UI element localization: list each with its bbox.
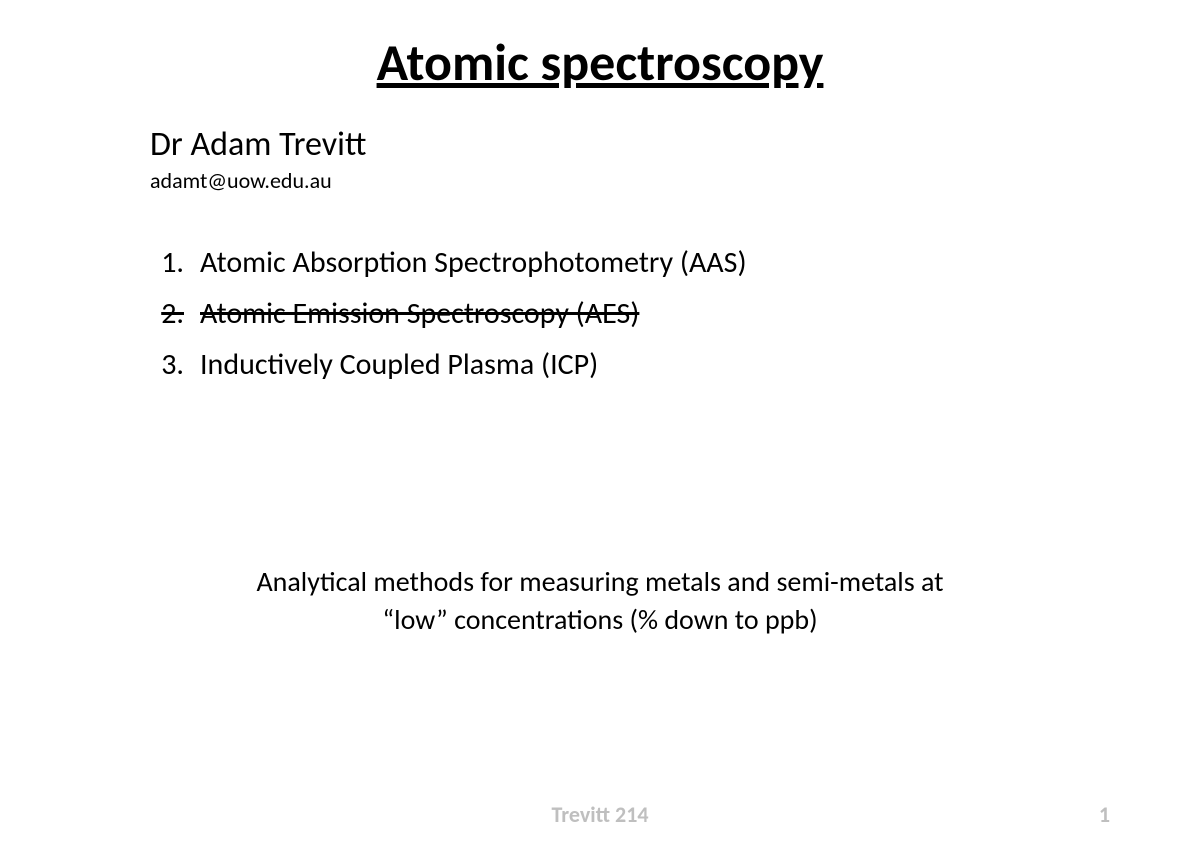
list-item: 2. Atomic Emission Spectroscopy (AES) [150, 295, 1140, 332]
list-number: 2. [150, 295, 200, 332]
author-name: Dr Adam Trevitt [150, 124, 1140, 165]
slide-title: Atomic spectroscopy [60, 30, 1140, 94]
footer-page-number: 1 [1099, 801, 1110, 828]
list-item: 3. Inductively Coupled Plasma (ICP) [150, 346, 1140, 383]
author-block: Dr Adam Trevitt adamt@uow.edu.au [150, 124, 1140, 194]
summary-line-2: “low” concentrations (% down to ppb) [120, 601, 1080, 639]
slide-footer: Trevitt 214 1 [0, 801, 1200, 828]
list-text: Atomic Absorption Spectrophotometry (AAS… [200, 244, 1140, 281]
list-text: Inductively Coupled Plasma (ICP) [200, 346, 1140, 383]
list-number: 1. [150, 244, 200, 281]
summary-line-1: Analytical methods for measuring metals … [120, 563, 1080, 601]
topic-list: 1. Atomic Absorption Spectrophotometry (… [150, 244, 1140, 383]
summary-text: Analytical methods for measuring metals … [120, 563, 1080, 639]
list-number: 3. [150, 346, 200, 383]
list-text: Atomic Emission Spectroscopy (AES) [200, 295, 1140, 332]
author-email: adamt@uow.edu.au [150, 167, 1140, 194]
footer-center: Trevitt 214 [552, 801, 649, 828]
list-item: 1. Atomic Absorption Spectrophotometry (… [150, 244, 1140, 281]
